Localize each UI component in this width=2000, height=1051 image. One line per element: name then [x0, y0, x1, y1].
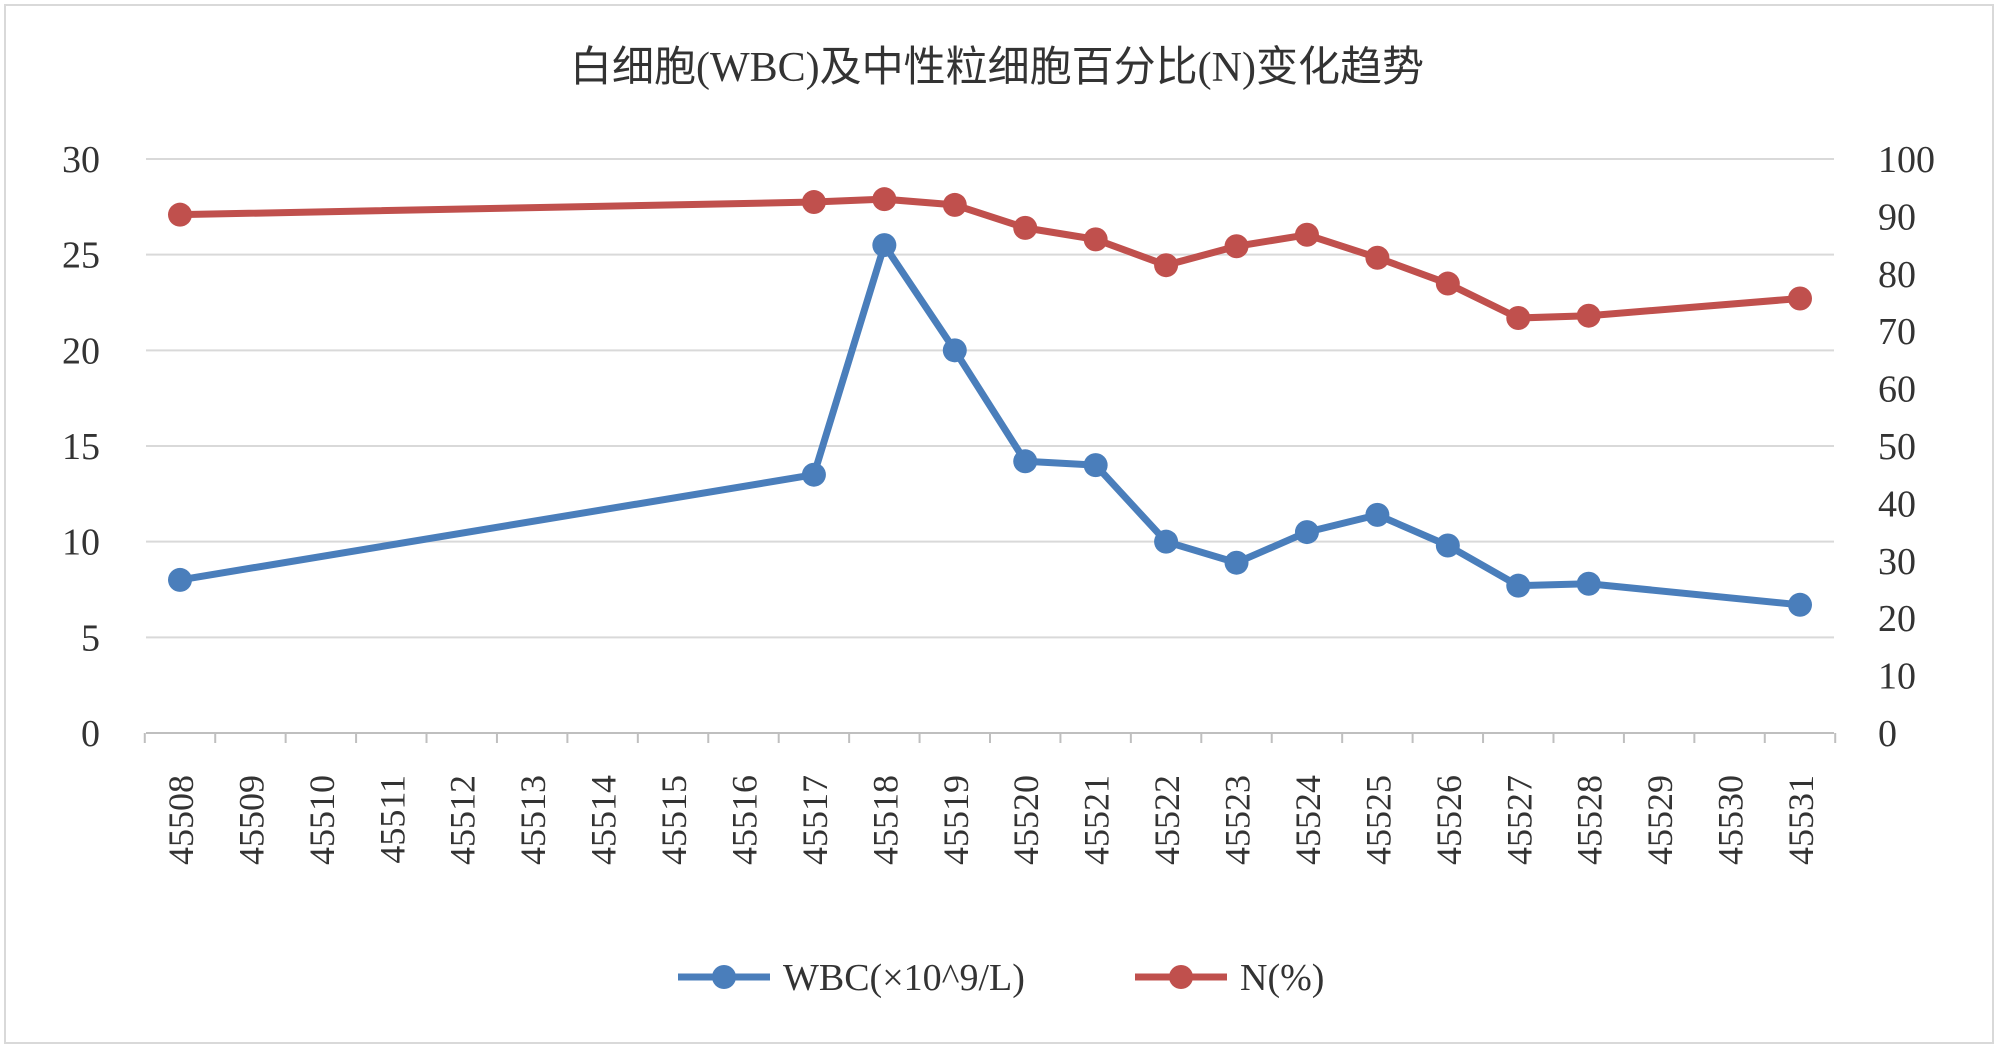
data-point: [1576, 571, 1601, 596]
x-tick-label: 45521: [1077, 775, 1117, 865]
chart-title: 白细胞(WBC)及中性粒细胞百分比(N)变化趋势: [570, 44, 1424, 91]
x-tick-label: 45514: [584, 775, 624, 865]
data-point: [1224, 234, 1249, 259]
x-tick-label: 45509: [231, 775, 271, 865]
legend: WBC(×10^9/L) N(%): [678, 957, 1324, 999]
legend-item: N(%): [1135, 957, 1324, 999]
data-point: [1083, 227, 1108, 252]
data-point: [1083, 453, 1108, 478]
legend-marker: [712, 965, 736, 989]
x-tick-label: 45513: [513, 775, 553, 865]
x-tick-label: 45519: [936, 775, 976, 865]
x-tick-label: 45529: [1640, 775, 1680, 865]
data-point: [872, 187, 897, 212]
x-tick-label: 45518: [865, 775, 905, 865]
x-tick-label: 45522: [1147, 775, 1187, 865]
y-left-tick-label: 10: [62, 522, 100, 564]
data-point: [1506, 573, 1531, 598]
data-point: [168, 567, 192, 592]
x-tick-label: 45523: [1218, 775, 1258, 865]
legend-item: WBC(×10^9/L): [678, 957, 1025, 999]
data-point: [801, 190, 826, 215]
legend-label: WBC(×10^9/L): [783, 957, 1025, 999]
data-point: [942, 192, 967, 217]
data-point: [1294, 520, 1319, 545]
series-layer: [168, 187, 1812, 617]
x-tick-label: 45516: [724, 775, 764, 865]
data-point: [1506, 305, 1531, 330]
y-left-tick-label: 15: [62, 426, 100, 468]
series-line: [176, 241, 1804, 609]
y-left-tick-label: 0: [81, 713, 100, 755]
x-tick-label: 45510: [302, 775, 342, 865]
data-point: [1294, 222, 1319, 247]
series-line: [176, 195, 1804, 322]
data-point: [1013, 449, 1038, 474]
data-point: [942, 338, 967, 363]
y-left-tick-label: 25: [62, 235, 100, 277]
x-tick-label: 45531: [1781, 775, 1821, 865]
y-left-tick-label: 20: [62, 330, 100, 372]
y-right-tick-label: 90: [1878, 196, 1916, 238]
data-point: [1435, 533, 1460, 558]
y-right-tick-label: 70: [1878, 311, 1916, 353]
data-point: [1435, 271, 1460, 296]
data-point: [1154, 529, 1179, 554]
data-point: [1788, 286, 1812, 311]
x-tick-label: 45512: [443, 775, 483, 865]
y-right-tick-label: 80: [1878, 254, 1916, 296]
x-tick-label: 45517: [795, 775, 835, 865]
data-point: [1154, 253, 1179, 278]
legend-label: N(%): [1240, 957, 1324, 999]
axes: 0 5 10 15 20 25 30 0 10 20 30 40 50 60 70 80 90 100 45508 4…: [62, 139, 1935, 865]
data-point: [801, 462, 826, 487]
chart-frame: [4, 4, 1994, 1044]
data-point: [1224, 550, 1249, 575]
x-tick-label: 45526: [1429, 775, 1469, 865]
x-tick-label: 45525: [1358, 775, 1398, 865]
x-tick-label: 45511: [372, 775, 412, 864]
data-point: [168, 202, 192, 227]
x-tick-label: 45520: [1006, 775, 1046, 865]
x-tick-label: 45527: [1499, 775, 1539, 865]
y-right-tick-label: 30: [1878, 541, 1916, 583]
x-tick-label: 45528: [1570, 775, 1610, 865]
data-point: [1788, 592, 1812, 617]
y-right-tick-label: 60: [1878, 369, 1916, 411]
y-right-tick-label: 100: [1878, 139, 1935, 181]
data-point: [1365, 502, 1390, 527]
y-right-tick-label: 0: [1878, 713, 1897, 755]
data-point: [1013, 215, 1038, 240]
data-point: [1365, 245, 1390, 270]
series-wbc: [168, 233, 1812, 617]
y-right-tick-label: 40: [1878, 483, 1916, 525]
y-right-tick-label: 20: [1878, 598, 1916, 640]
gridlines: [146, 158, 1834, 639]
legend-marker: [1169, 965, 1193, 989]
x-tick-label: 45508: [161, 775, 201, 865]
x-tick-label: 45515: [654, 775, 694, 865]
x-tick-label: 45524: [1288, 775, 1328, 865]
y-left-tick-label: 30: [62, 139, 100, 181]
data-point: [872, 233, 897, 258]
y-left-tick-label: 5: [81, 617, 100, 659]
y-right-tick-label: 50: [1878, 426, 1916, 468]
series-n: [168, 187, 1812, 330]
y-right-tick-label: 10: [1878, 656, 1916, 698]
x-tick-label: 45530: [1711, 775, 1751, 865]
data-point: [1576, 303, 1601, 328]
